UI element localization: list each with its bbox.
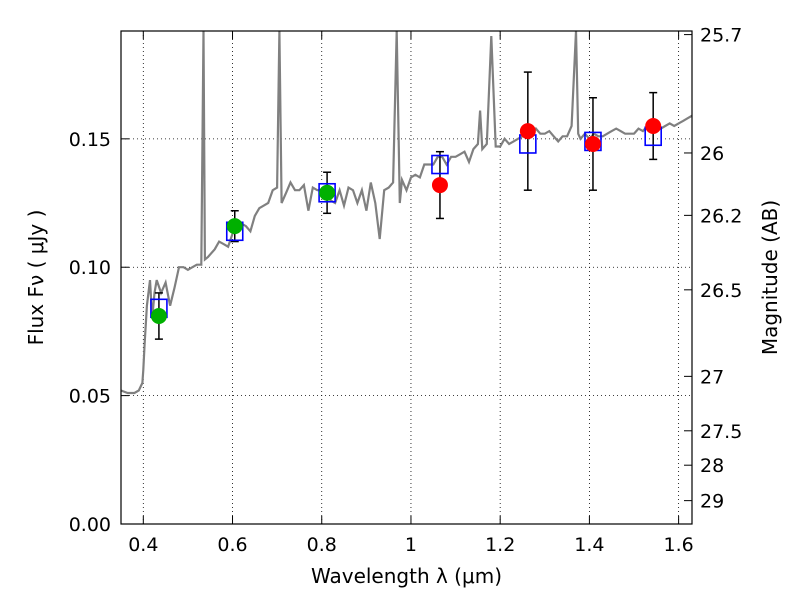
plot-frame xyxy=(120,30,693,525)
y2-tick-label: 26 xyxy=(700,143,724,165)
axis-tick-labels: 0.4 0.6 0.8 1 1.2 1.4 1.6 0.00 0.05 0.10 0.15 25.7 2… xyxy=(69,25,743,556)
x-axis-label: Wavelength λ (μm) xyxy=(311,564,502,588)
red-photometry-point xyxy=(519,123,536,140)
x-tick-label: 0.6 xyxy=(217,534,247,556)
grid xyxy=(121,31,692,524)
red-photometry-point xyxy=(431,177,448,194)
x-tick-label: 1.4 xyxy=(574,534,604,556)
y2-tick-label: 28 xyxy=(700,455,724,477)
y2-axis-label: Magnitude (AB) xyxy=(758,200,782,355)
model-square-point xyxy=(431,154,449,175)
green-photometry-point xyxy=(150,308,167,325)
y2-tick-label: 26.2 xyxy=(700,205,742,227)
x-tick-label: 1 xyxy=(405,534,417,556)
y-tick-label: 0.10 xyxy=(69,257,111,279)
y-tick-label: 0.15 xyxy=(69,129,111,151)
red-photometry-point xyxy=(584,135,601,152)
y-axis-label: Flux Fν ( μJy ) xyxy=(24,210,48,346)
y2-tick-label: 27 xyxy=(700,366,724,388)
y-tick-label: 0.00 xyxy=(69,514,111,536)
y2-tick-label: 29 xyxy=(700,491,724,513)
y-tick-label: 0.05 xyxy=(69,386,111,408)
template-spectrum xyxy=(121,31,692,395)
model-squares xyxy=(150,126,662,319)
observed-points xyxy=(150,118,662,325)
green-photometry-point xyxy=(226,218,243,235)
y2-tick-label: 25.7 xyxy=(700,25,742,47)
x-tick-label: 0.4 xyxy=(128,534,158,556)
y2-tick-label: 27.5 xyxy=(700,421,742,443)
x-tick-label: 1.2 xyxy=(485,534,515,556)
template-spectrum-line xyxy=(121,31,692,395)
y2-tick-label: 26.5 xyxy=(700,280,742,302)
x-tick-label: 0.8 xyxy=(307,534,337,556)
x-tick-label: 1.6 xyxy=(664,534,694,556)
error-bars xyxy=(154,71,658,340)
axis-ticks xyxy=(121,31,692,525)
green-photometry-point xyxy=(319,184,336,201)
red-photometry-point xyxy=(645,118,662,135)
